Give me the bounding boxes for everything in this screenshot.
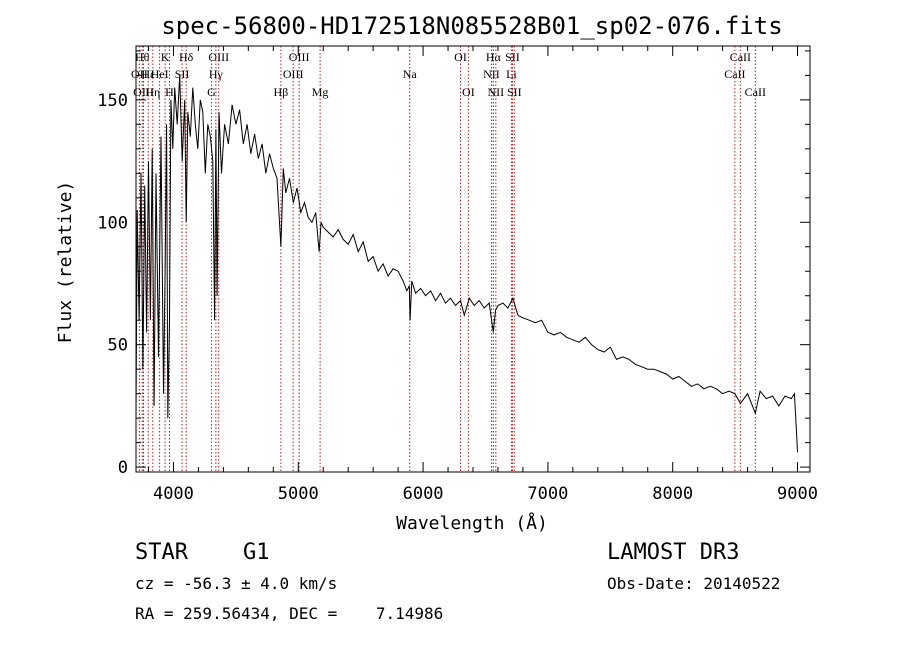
marker-label: OI [454,50,467,64]
x-tick-label: 7000 [527,484,568,504]
marker-label: Hγ [209,67,224,81]
plot-frame [135,45,811,473]
chart-title: spec-56800-HD172518N085528B01_sp02-076.f… [161,12,782,40]
y-tick-label: 150 [97,91,128,111]
y-tick-label: 50 [108,336,128,356]
marker-label: CaII [724,67,745,81]
marker-label: Hα [486,50,502,64]
marker-label: Mg [312,85,329,99]
marker-label: CaII [745,85,766,99]
marker-label: K [161,50,170,64]
marker-label: CaII [730,50,751,64]
marker-label: OIII [283,67,304,81]
marker-label: SII [175,67,190,81]
y-axis-label: Flux (relative) [55,181,76,344]
spectrum-line [135,75,798,453]
y-tick-label: 0 [118,458,128,478]
x-tick-label: 8000 [652,484,693,504]
marker-label: NII [483,67,500,81]
marker-label: OIII [289,50,310,64]
class-label: STAR [135,540,188,565]
x-tick-label: 6000 [403,484,444,504]
x-tick-label: 5000 [278,484,319,504]
marker-label: Hθ [135,50,150,64]
x-tick-label: 4000 [153,484,194,504]
marker-label: Hδ [179,50,194,64]
marker-label: Li [506,67,517,81]
marker-label: SII [507,85,522,99]
marker-label: G [207,85,216,99]
x-axis: 4000 5000 6000 7000 8000 9000 [147,46,818,504]
subclass-label: G1 [243,540,270,565]
obs-date-label: Obs-Date: 20140522 [607,574,781,593]
marker-label: Hη [145,85,160,99]
x-axis-label: Wavelength (Å) [396,512,548,534]
marker-label: HeI [151,67,169,81]
spectrum-series [135,75,798,453]
marker-label: Hβ [274,85,289,99]
marker-label: NII [488,85,505,99]
marker-label: Hε [141,67,155,81]
marker-label: Na [403,67,418,81]
marker-label: OIII [208,50,229,64]
y-tick-label: 100 [97,213,128,233]
x-tick-label: 9000 [777,484,818,504]
coordinates-label: RA = 259.56434, DEC = 7.14986 [135,604,444,623]
y-axis: 0 50 100 150 [97,50,810,478]
marker-label: SII [505,50,520,64]
redshift-label: cz = -56.3 ± 4.0 km/s [135,574,338,593]
marker-label: H [165,85,174,99]
marker-label: OI [462,85,475,99]
survey-label: LAMOST DR3 [607,540,740,565]
